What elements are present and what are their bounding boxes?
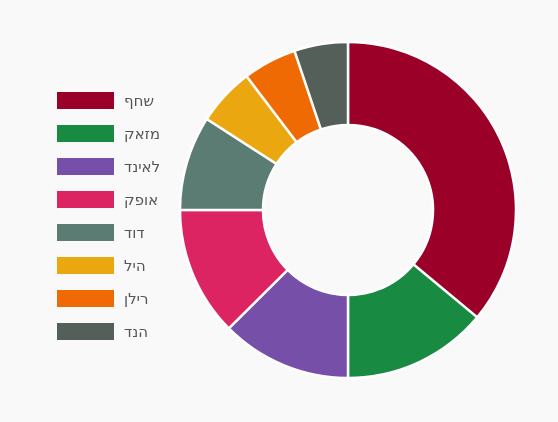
- legend-label: שחף: [124, 91, 155, 110]
- legend-item: דוד: [57, 216, 160, 249]
- legend-swatch: [57, 92, 114, 109]
- legend-item: רילן: [57, 282, 160, 315]
- slice-1: [346, 40, 518, 320]
- legend-swatch: [57, 125, 114, 142]
- legend-label: היל: [124, 256, 146, 275]
- slice-8: [292, 40, 350, 132]
- legend: שחף מזאק לאינד אופק דוד היל רילן הנד: [57, 84, 160, 348]
- legend-label: דוד: [124, 223, 145, 242]
- legend-item: היל: [57, 249, 160, 282]
- legend-item: מזאק: [57, 117, 160, 150]
- legend-item: לאינד: [57, 150, 160, 183]
- legend-swatch: [57, 191, 114, 208]
- legend-item: שחף: [57, 84, 160, 117]
- legend-label: לאינד: [124, 157, 161, 176]
- legend-label: הנד: [124, 322, 148, 341]
- legend-item: אופק: [57, 183, 160, 216]
- legend-label: מזאק: [124, 124, 161, 143]
- legend-label: אופק: [124, 190, 159, 209]
- legend-swatch: [57, 290, 114, 307]
- legend-swatch: [57, 257, 114, 274]
- legend-swatch: [57, 323, 114, 340]
- legend-label: רילן: [124, 289, 149, 308]
- legend-item: הנד: [57, 315, 160, 348]
- legend-swatch: [57, 224, 114, 241]
- legend-swatch: [57, 158, 114, 175]
